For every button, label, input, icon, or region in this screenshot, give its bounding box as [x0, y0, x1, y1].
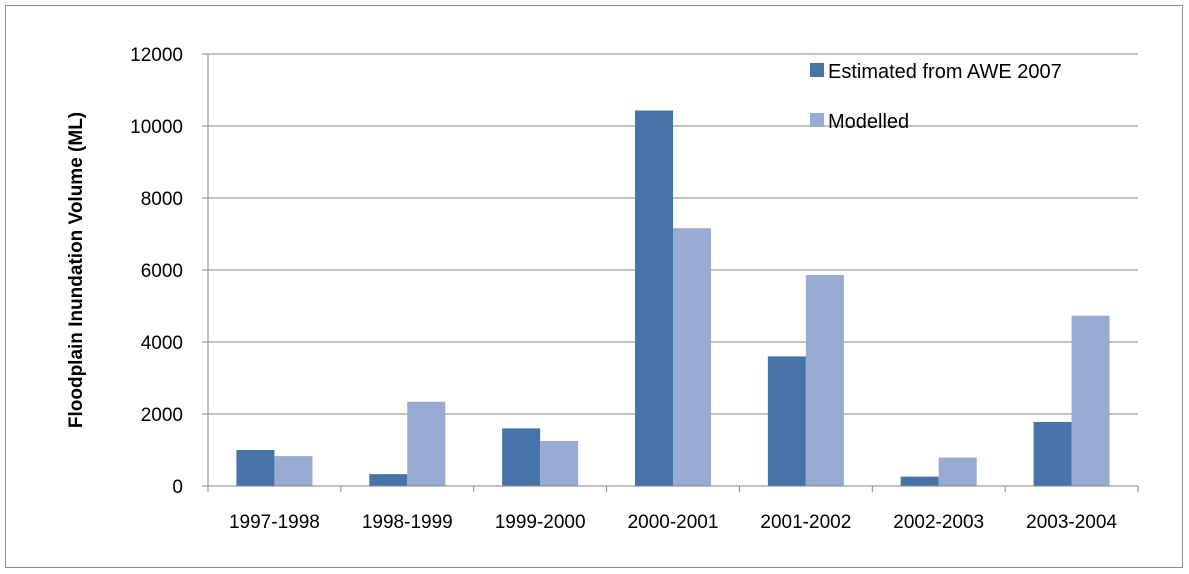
- x-tick-label: 2001-2002: [760, 512, 851, 533]
- y-tick-label: 0: [172, 477, 183, 498]
- y-tick-label: 4000: [141, 333, 183, 354]
- x-tick-label: 1998-1999: [362, 512, 453, 533]
- bar-estimated-1999-2000: [502, 428, 541, 486]
- y-tick-label: 10000: [130, 117, 183, 138]
- y-tick-label: 8000: [141, 189, 183, 210]
- axes: [202, 53, 1139, 492]
- y-tick-labels: 0 2000 4000 6000 8000 10000 12000: [130, 45, 183, 498]
- legend-swatch: [810, 63, 824, 77]
- bar-estimated-2003-2004: [1033, 421, 1072, 486]
- legend-label: Modelled: [828, 111, 909, 133]
- bar-estimated-1998-1999: [369, 474, 408, 486]
- legend: Estimated from AWE 2007 Modelled: [810, 61, 1062, 133]
- legend-label: Estimated from AWE 2007: [828, 61, 1062, 83]
- legend-swatch: [810, 113, 824, 127]
- bar-estimated-2002-2003: [900, 476, 939, 486]
- x-tick-label: 2002-2003: [893, 512, 984, 533]
- chart-frame: [5, 5, 1183, 568]
- bar-modelled-2003-2004: [1071, 315, 1110, 486]
- y-tick-label: 6000: [141, 261, 183, 282]
- y-axis-title: Floodplain Inundation Volume (ML): [66, 112, 87, 428]
- bar-modelled-1997-1998: [274, 456, 313, 486]
- bar-modelled-2002-2003: [938, 457, 977, 486]
- x-tick-label: 2000-2001: [628, 512, 719, 533]
- x-tick-labels: 1997-1998 1998-1999 1999-2000 2000-2001 2001…: [229, 512, 1117, 533]
- bar-estimated-2000-2001: [635, 110, 673, 487]
- x-tick-label: 1999-2000: [495, 512, 586, 533]
- bar-estimated-1997-1998: [236, 450, 275, 486]
- bar-modelled-1998-1999: [407, 401, 446, 486]
- y-tick-label: 12000: [130, 45, 183, 66]
- bar-estimated-2001-2002: [767, 356, 806, 486]
- y-tick-label: 2000: [141, 405, 183, 426]
- x-tick-label: 1997-1998: [229, 512, 320, 533]
- bars: [236, 110, 1110, 487]
- bar-modelled-2001-2002: [805, 275, 844, 486]
- x-tick-label: 2003-2004: [1026, 512, 1117, 533]
- bar-modelled-2000-2001: [673, 228, 711, 487]
- bar-modelled-1999-2000: [540, 441, 579, 486]
